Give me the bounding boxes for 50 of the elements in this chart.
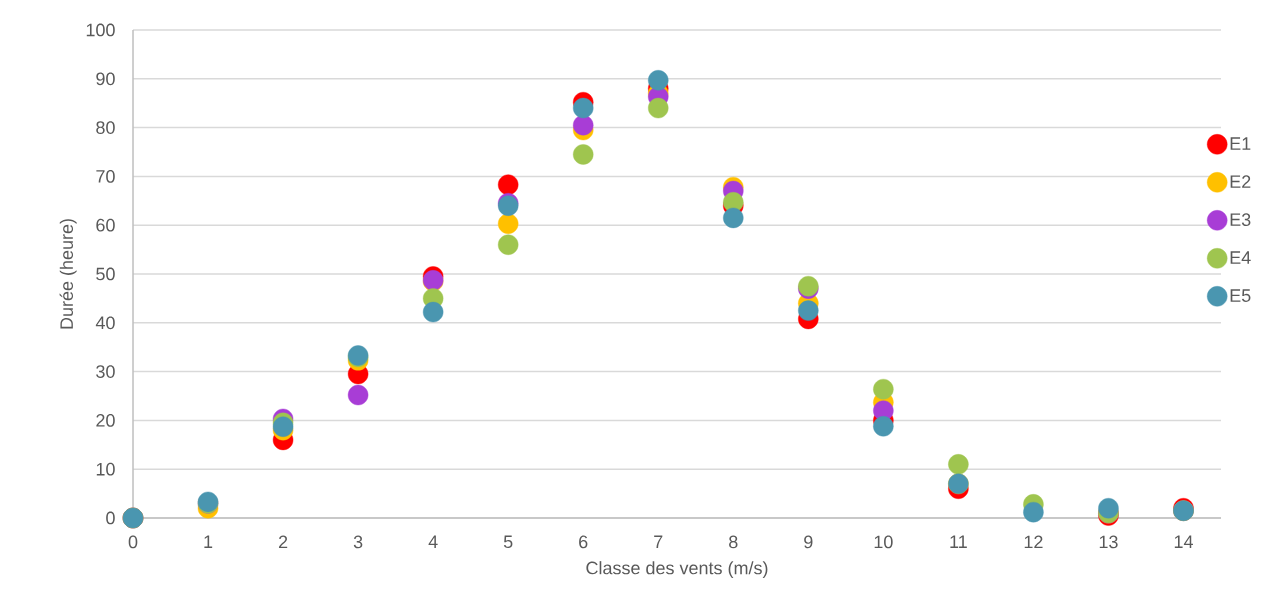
y-tick-label: 0	[106, 511, 115, 525]
x-tick-label: 11	[950, 535, 967, 548]
x-tick-label: 5	[503, 535, 513, 549]
y-tick-label: 10	[96, 462, 115, 476]
point	[422, 301, 444, 323]
y-tick-label: 70	[96, 170, 115, 183]
point	[497, 234, 519, 255]
x-tick-label: 14	[1174, 535, 1193, 548]
point	[873, 416, 894, 437]
legend-label: E3	[1230, 213, 1251, 227]
legend-label: E2	[1230, 175, 1251, 188]
y-tick-label: 60	[96, 218, 115, 232]
point	[573, 144, 594, 165]
legend-label: E1	[1230, 137, 1251, 150]
x-tick-label: 9	[804, 535, 813, 549]
point	[573, 97, 594, 119]
x-tick-label: 2	[278, 535, 288, 549]
point	[873, 378, 894, 400]
y-tick-label: 20	[96, 414, 115, 427]
x-tick-label: 1	[204, 535, 213, 548]
point	[497, 213, 519, 234]
y-tick-label: 80	[96, 121, 115, 134]
y-axis-title: Durée (heure)	[59, 219, 77, 329]
x-tick-label: 3	[353, 535, 363, 549]
point	[723, 207, 744, 229]
point	[1023, 501, 1044, 523]
x-tick-label: 7	[654, 535, 663, 548]
point	[648, 97, 669, 119]
y-tick-label: 40	[95, 316, 115, 330]
legend-label: E5	[1230, 289, 1251, 302]
x-axis-title: Classe des vents (m/s)	[586, 561, 768, 578]
x-tick-label: 13	[1099, 535, 1118, 549]
y-tick-label: 100	[86, 23, 115, 37]
y-tick-label: 90	[96, 72, 115, 86]
x-tick-label: 12	[1024, 535, 1043, 549]
point	[798, 300, 819, 321]
x-tick-label: 0	[128, 535, 138, 549]
point	[648, 70, 669, 91]
x-tick-label: 8	[729, 535, 738, 549]
point	[948, 454, 969, 475]
y-tick-label: 50	[96, 267, 115, 281]
x-tick-label: 10	[874, 535, 893, 549]
x-tick-label: 4	[428, 535, 438, 548]
point	[573, 114, 594, 136]
legend-label: E4	[1230, 251, 1251, 264]
x-tick-label: 6	[579, 535, 588, 549]
point	[1098, 498, 1119, 519]
point	[347, 384, 369, 406]
y-tick-label: 30	[96, 365, 115, 378]
point	[497, 174, 519, 195]
